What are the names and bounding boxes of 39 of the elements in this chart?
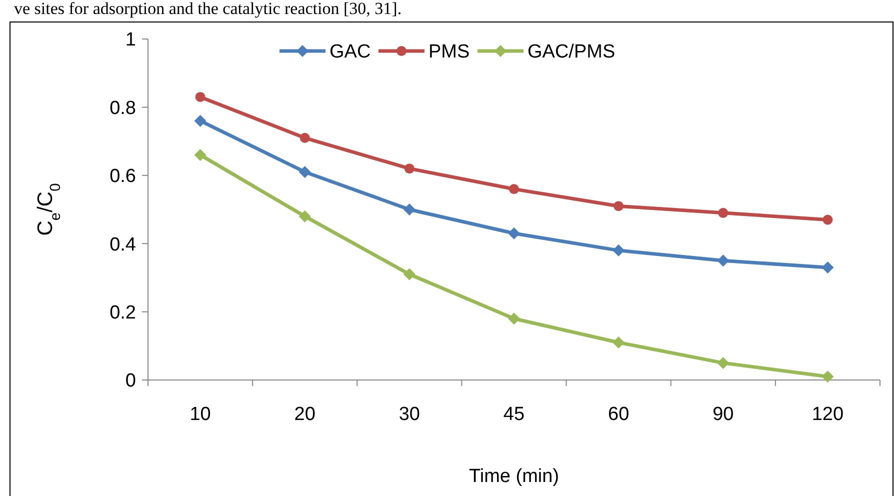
x-tick-label: 45 [503, 404, 525, 425]
point [298, 210, 311, 222]
point [298, 166, 311, 178]
point [195, 92, 206, 102]
x-tick-label: 90 [712, 404, 734, 425]
point [194, 148, 206, 161]
point [822, 261, 834, 274]
text: ve sites for adsorption and the catalytic reaction [30, 31]. [14, 0, 402, 18]
x-tick-label: 20 [294, 404, 316, 425]
y-tick-label: 0.8 [110, 98, 136, 119]
x-tick-label: 60 [608, 404, 630, 425]
point [508, 227, 520, 240]
point [194, 114, 206, 127]
point [612, 244, 625, 256]
point [508, 312, 520, 325]
point [403, 204, 416, 216]
legend-label: GAC [330, 42, 371, 63]
y-tick-label: 1 [125, 30, 136, 51]
legend-label: GAC/PMS [528, 42, 616, 63]
point [509, 184, 519, 194]
point [822, 370, 834, 383]
y-tick-label: 0.2 [110, 302, 136, 324]
point [717, 254, 730, 267]
x-tick-label: 30 [398, 404, 420, 425]
y-tick-label: 0 [125, 370, 136, 392]
y-tick-label: 0.4 [110, 234, 136, 256]
point [717, 356, 730, 369]
point [822, 214, 833, 225]
x-tick-label: 120 [812, 404, 844, 425]
point [612, 336, 625, 348]
y-tick-label: 0.6 [110, 166, 136, 188]
point [403, 268, 416, 280]
point [718, 208, 728, 218]
point [300, 132, 310, 143]
legend-label: PMS [428, 42, 470, 63]
x-tick-label: 10 [190, 404, 211, 425]
x-axis-title: Time (min) [468, 466, 560, 487]
point [614, 201, 624, 212]
point [404, 164, 414, 174]
